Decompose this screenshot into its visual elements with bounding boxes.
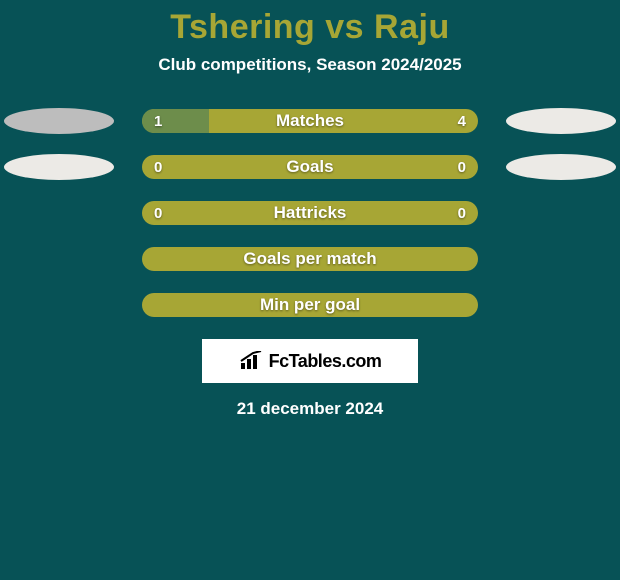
stat-bar: Min per goal — [142, 293, 478, 317]
stat-label: Goals per match — [142, 247, 478, 271]
stat-right-value: 0 — [458, 155, 466, 179]
stat-row-matches: 1 Matches 4 — [0, 109, 620, 133]
stats-rows: 1 Matches 4 0 Goals 0 0 Hattricks 0 — [0, 109, 620, 317]
logo-box: FcTables.com — [202, 339, 418, 383]
stat-row-goals-per-match: Goals per match — [0, 247, 620, 271]
team-oval-right — [506, 154, 616, 180]
stat-label: Hattricks — [142, 201, 478, 225]
date-text: 21 december 2024 — [0, 399, 620, 419]
stat-right-value: 4 — [458, 109, 466, 133]
stat-label: Goals — [142, 155, 478, 179]
stat-bar: 0 Hattricks 0 — [142, 201, 478, 225]
stat-label: Min per goal — [142, 293, 478, 317]
page-title: Tshering vs Raju — [0, 0, 620, 47]
stat-row-min-per-goal: Min per goal — [0, 293, 620, 317]
stat-row-goals: 0 Goals 0 — [0, 155, 620, 179]
stat-label: Matches — [142, 109, 478, 133]
logo: FcTables.com — [239, 351, 382, 372]
team-oval-left — [4, 108, 114, 134]
chart-icon — [239, 351, 265, 371]
infographic-root: Tshering vs Raju Club competitions, Seas… — [0, 0, 620, 580]
stat-bar: Goals per match — [142, 247, 478, 271]
logo-text: FcTables.com — [269, 351, 382, 372]
team-oval-right — [506, 108, 616, 134]
stat-right-value: 0 — [458, 201, 466, 225]
stat-bar: 1 Matches 4 — [142, 109, 478, 133]
subtitle: Club competitions, Season 2024/2025 — [0, 55, 620, 75]
stat-bar: 0 Goals 0 — [142, 155, 478, 179]
team-oval-left — [4, 154, 114, 180]
stat-row-hattricks: 0 Hattricks 0 — [0, 201, 620, 225]
